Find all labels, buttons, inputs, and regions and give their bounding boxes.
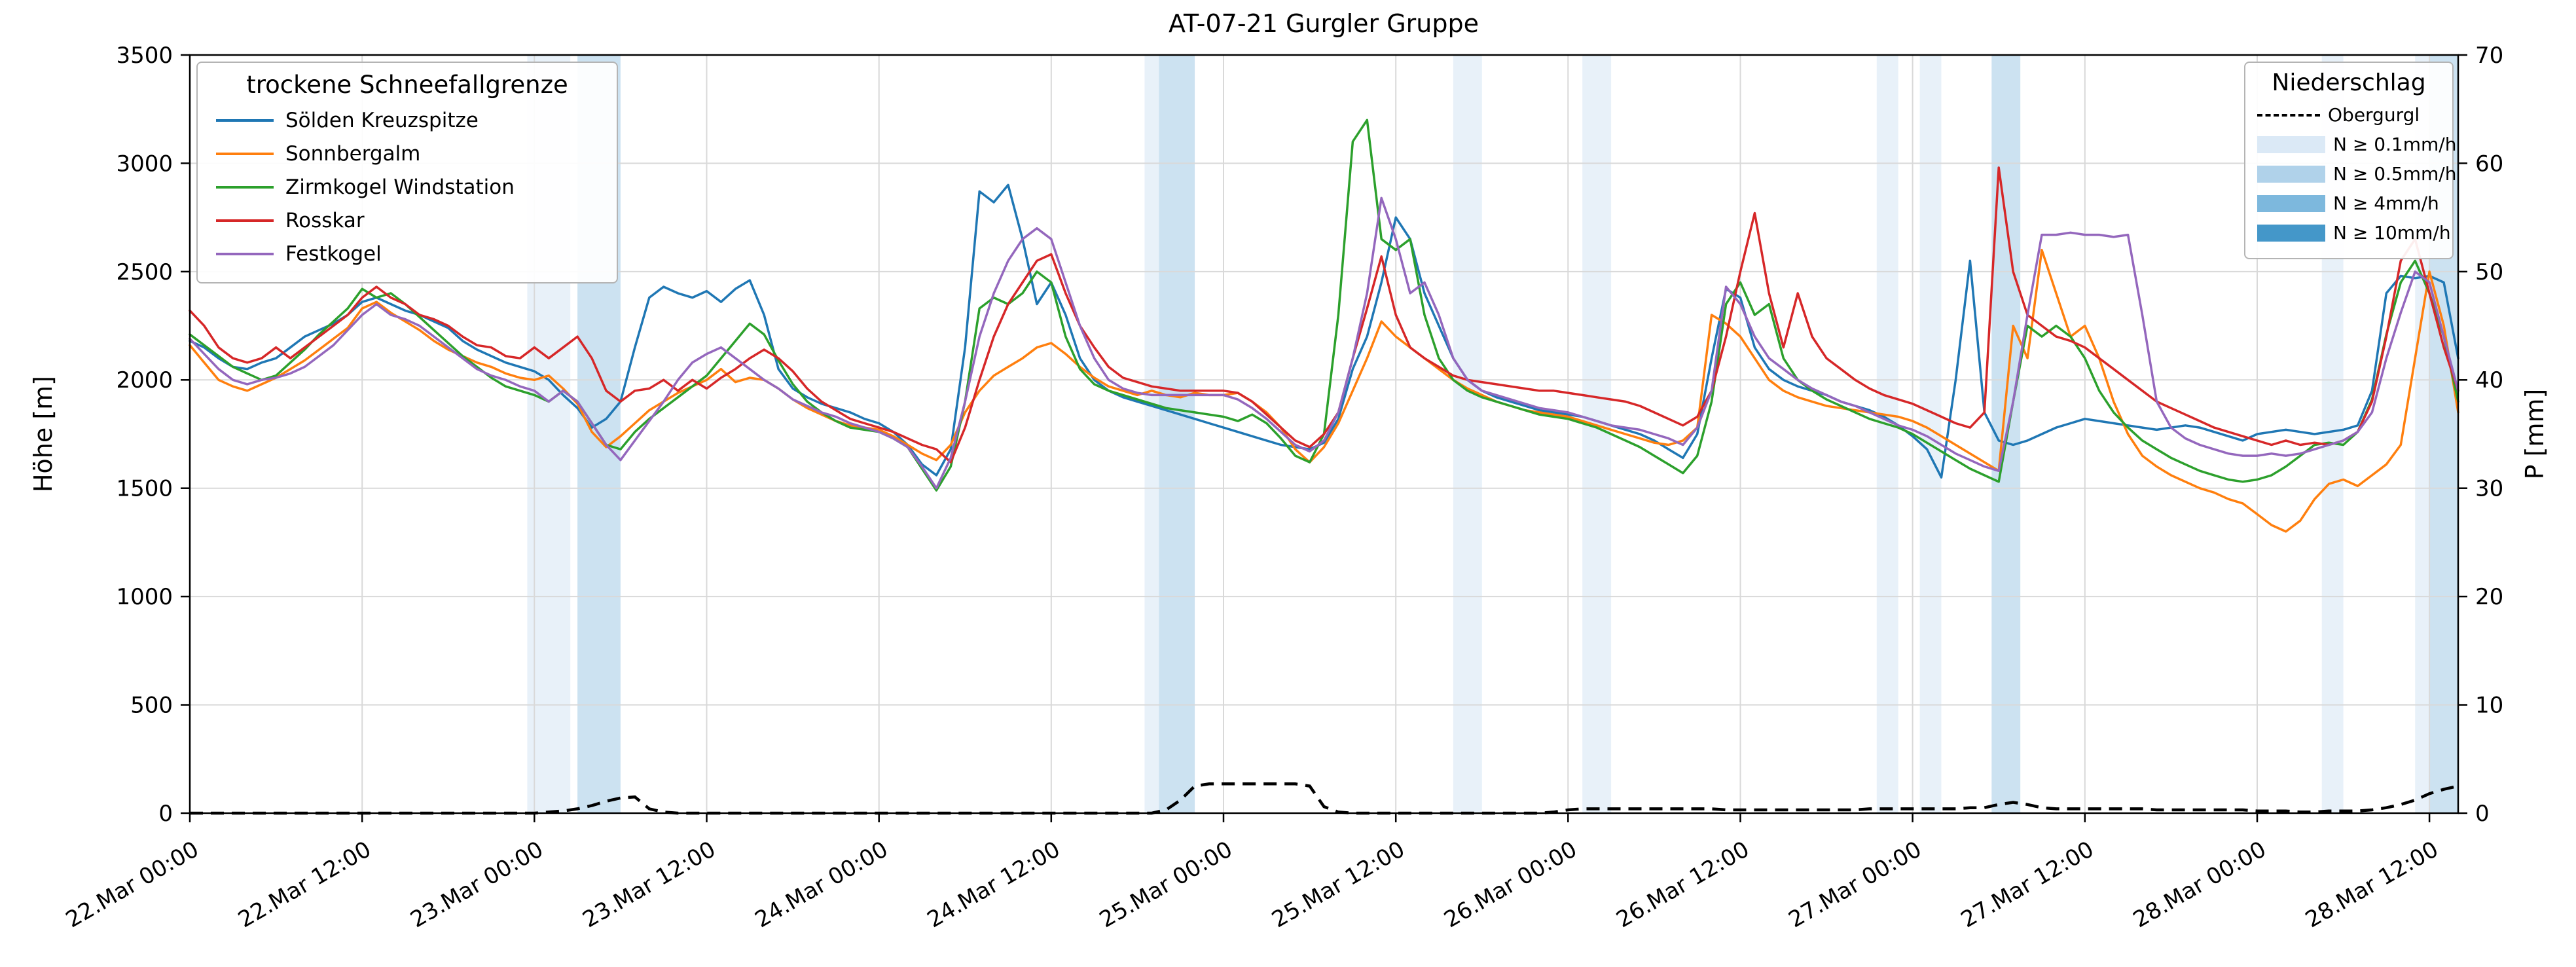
y-tick-label-left: 1500 xyxy=(116,476,173,502)
x-tick-label: 24.Mar 00:00 xyxy=(751,836,893,933)
legend-precip-items: Obergurgl N ≥ 0.1mm/h N ≥ 0.5mm/h N ≥ 4mm/h… xyxy=(2256,104,2456,244)
legend-item-n-0-1mm-h: N ≥ 0.1mm/h xyxy=(2257,134,2456,155)
legend-item-n-10mm-h: N ≥ 10mm/h xyxy=(2257,222,2451,244)
legend-item-label: N ≥ 4mm/h xyxy=(2333,192,2439,214)
precip-band xyxy=(1144,55,1159,813)
legend-patch-swatch xyxy=(2257,136,2325,153)
x-tick-label: 27.Mar 12:00 xyxy=(1957,836,2099,933)
y-tick-label-left: 2000 xyxy=(116,367,173,393)
legend-item-label: Obergurgl xyxy=(2328,104,2420,126)
legend-item-label: Sonnbergalm xyxy=(285,142,421,166)
legend-line-swatch xyxy=(216,186,274,189)
legend-item-label: N ≥ 10mm/h xyxy=(2333,222,2451,244)
x-tick-label: 27.Mar 00:00 xyxy=(1784,836,1926,933)
y-tick-label-right: 70 xyxy=(2475,43,2503,69)
x-tick-label: 26.Mar 00:00 xyxy=(1440,836,1582,933)
x-tick-label: 26.Mar 12:00 xyxy=(1612,836,1754,933)
legend-dashed-line-swatch xyxy=(2257,113,2320,117)
legend-item-n-0-5mm-h: N ≥ 0.5mm/h xyxy=(2257,163,2456,185)
y-tick-label-left: 2500 xyxy=(116,259,173,285)
x-tick-label: 28.Mar 00:00 xyxy=(2129,836,2271,933)
legend-line-swatch xyxy=(216,253,274,255)
legend-item-s-lden-kreuzspitze: Sölden Kreuzspitze xyxy=(216,109,604,132)
legend-item-label: Sölden Kreuzspitze xyxy=(285,109,479,132)
y-tick-label-right: 40 xyxy=(2475,367,2503,393)
legend-item-label: Rosskar xyxy=(285,209,365,232)
plot-border xyxy=(189,54,2459,814)
series-line-festkogel xyxy=(189,196,2459,490)
series-line-s-lden-kreuzspitze xyxy=(189,183,2459,479)
legend-line-swatch xyxy=(216,219,274,222)
precip-band xyxy=(1876,55,1898,813)
legend-patch-swatch xyxy=(2257,224,2325,242)
precip-band xyxy=(1453,55,1482,813)
legend-patch-swatch xyxy=(2257,194,2325,212)
x-tick-label: 22.Mar 00:00 xyxy=(62,836,204,933)
legend-snowline-items: Sölden Kreuzspitze Sonnbergalm Zirmkogel W… xyxy=(211,109,604,266)
legend-precip-title: Niederschlag xyxy=(2272,69,2426,96)
y-tick-label-left: 3000 xyxy=(116,151,173,177)
precip-band xyxy=(1582,55,1612,813)
legend-snowline: trockene Schneefallgrenze Sölden Kreuzsp… xyxy=(196,62,618,283)
y-tick-label-right: 0 xyxy=(2475,801,2490,827)
legend-item-festkogel: Festkogel xyxy=(216,242,604,266)
legend-item-label: Zirmkogel Windstation xyxy=(285,175,515,199)
legend-item-label: Festkogel xyxy=(285,242,382,266)
y-tick-label-right: 60 xyxy=(2475,151,2503,177)
legend-item-zirmkogel-windstation: Zirmkogel Windstation xyxy=(216,175,604,199)
legend-snowline-title: trockene Schneefallgrenze xyxy=(246,71,568,99)
precip-band xyxy=(1159,55,1195,813)
y-tick-label-left: 1000 xyxy=(116,584,173,610)
y-tick-label-right: 30 xyxy=(2475,476,2503,502)
x-tick-label: 23.Mar 00:00 xyxy=(406,836,548,933)
legend-precip: Niederschlag Obergurgl N ≥ 0.1mm/h N ≥ 0.5… xyxy=(2244,62,2456,259)
legend-item-n-4mm-h: N ≥ 4mm/h xyxy=(2257,192,2442,214)
x-tick-label: 25.Mar 12:00 xyxy=(1267,836,1409,933)
legend-patch-swatch xyxy=(2257,165,2325,183)
legend-item-label: N ≥ 0.5mm/h xyxy=(2333,163,2457,185)
legend-line-swatch xyxy=(216,119,274,122)
y-tick-label-left: 0 xyxy=(158,801,173,827)
x-tick-label: 22.Mar 12:00 xyxy=(234,836,376,933)
x-tick-label: 25.Mar 00:00 xyxy=(1095,836,1237,933)
x-tick-label: 23.Mar 12:00 xyxy=(578,836,720,933)
y-tick-label-left: 3500 xyxy=(116,43,173,69)
legend-line-swatch xyxy=(216,153,274,155)
chart-title: AT-07-21 Gurgler Gruppe xyxy=(1169,9,1479,38)
legend-item-label: N ≥ 0.1mm/h xyxy=(2333,134,2457,155)
y-tick-label-right: 50 xyxy=(2475,259,2503,285)
legend-item-obergurgl: Obergurgl xyxy=(2257,104,2442,126)
precip-line-obergurgl xyxy=(190,782,2459,815)
y-tick-label-right: 10 xyxy=(2475,693,2503,719)
x-tick-label: 24.Mar 12:00 xyxy=(923,836,1065,933)
x-tick-label: 28.Mar 12:00 xyxy=(2301,836,2443,933)
series-line-rosskar xyxy=(189,166,2459,464)
legend-item-sonnbergalm: Sonnbergalm xyxy=(216,142,604,166)
y-tick-label-left: 500 xyxy=(130,693,173,719)
y-tick-label-right: 20 xyxy=(2475,584,2503,610)
legend-item-rosskar: Rosskar xyxy=(216,209,604,232)
